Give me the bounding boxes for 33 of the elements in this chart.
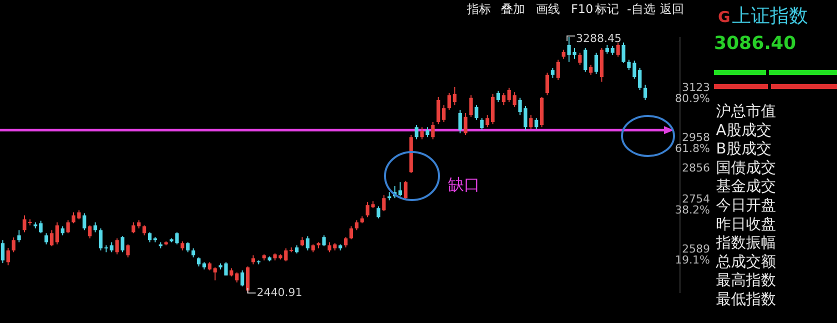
text: 今日开盘 xyxy=(716,196,776,214)
annotation: 2440.91 xyxy=(256,286,302,299)
text: 叠加 xyxy=(501,2,525,16)
y2-tick-label: 38.2% xyxy=(675,203,710,216)
y2-tick-label: 80.9% xyxy=(675,92,710,105)
text: -自选 xyxy=(627,2,656,16)
y-tick-label: 2958 xyxy=(682,130,710,144)
text: 沪总市值 xyxy=(716,102,776,120)
text: 指标 xyxy=(466,2,491,16)
text: 3086.40 xyxy=(714,33,796,54)
y-tick-label: 2589 xyxy=(682,242,710,256)
text: 总成交额 xyxy=(715,252,776,270)
text: 最高指数 xyxy=(716,271,776,290)
text: 指数振幅 xyxy=(715,234,776,252)
text: B股成交 xyxy=(716,140,772,158)
text: G xyxy=(718,8,730,26)
text: 画线 xyxy=(536,2,560,16)
text: 昨日收盘 xyxy=(716,214,776,233)
y-tick-label: 2754 xyxy=(682,192,710,206)
text: 标记 xyxy=(594,2,619,16)
y2-tick-label: 19.1% xyxy=(675,253,710,266)
y2-tick-label: 61.8% xyxy=(675,142,710,155)
text: 国债成交 xyxy=(716,158,776,176)
annotation: 3288.45 xyxy=(576,32,622,45)
text: 返回 xyxy=(660,2,684,16)
annotation: 缺口 xyxy=(448,175,480,194)
text: 基金成交 xyxy=(716,177,776,196)
text: A股成交 xyxy=(716,120,772,139)
text: F10 xyxy=(571,2,594,16)
y-tick-label: 2856 xyxy=(682,162,710,175)
text: 上证指数 xyxy=(732,5,808,27)
text: 最低指数 xyxy=(716,290,776,308)
y-tick-label: 3123 xyxy=(682,80,710,94)
